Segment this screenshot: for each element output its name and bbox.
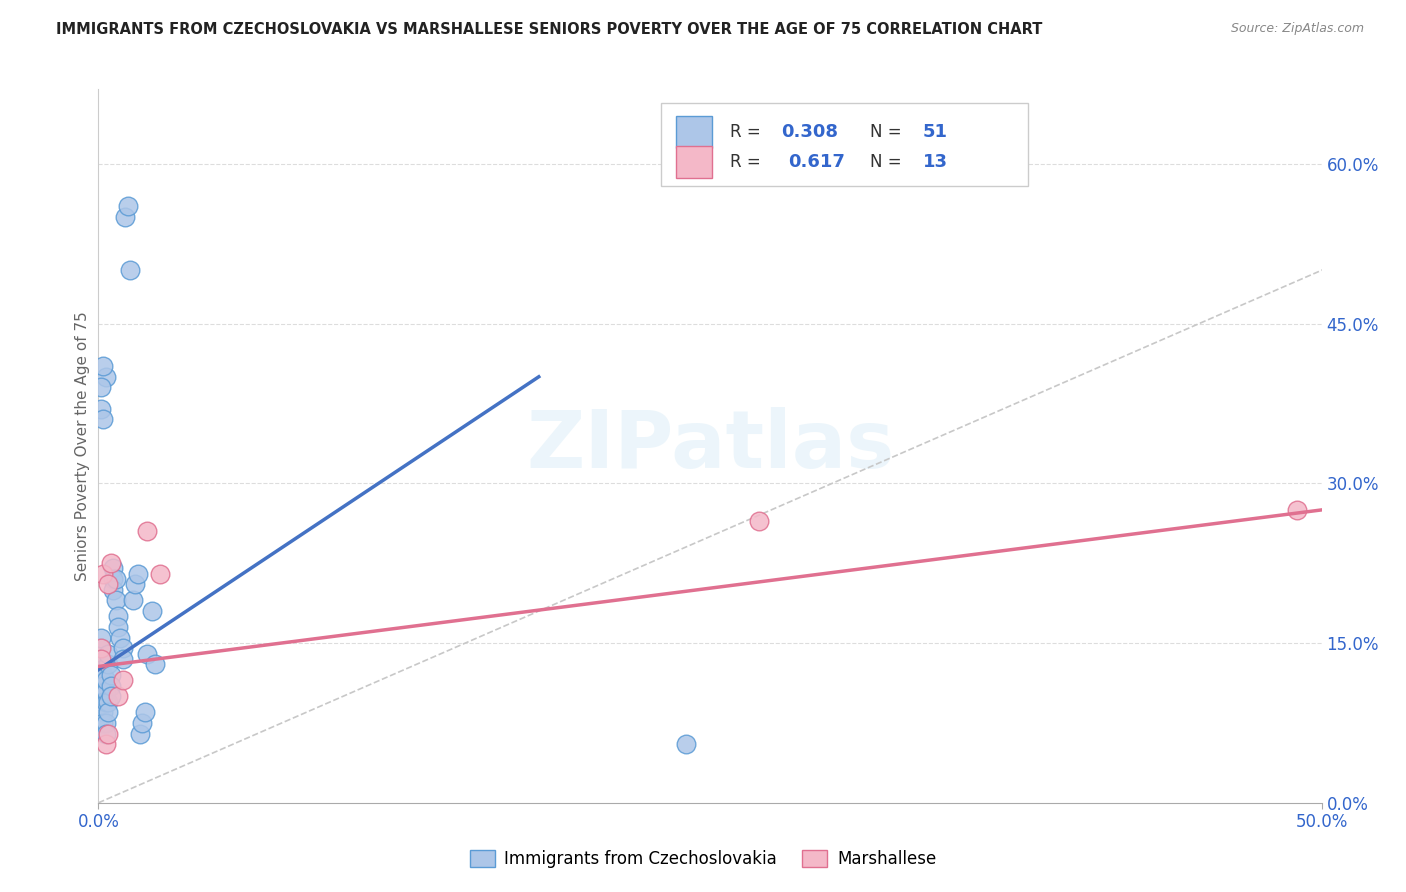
Text: 0.617: 0.617 bbox=[789, 153, 845, 171]
Point bbox=[131, 715, 153, 730]
Point bbox=[97, 726, 120, 740]
Point bbox=[1286, 503, 1309, 517]
Point bbox=[100, 690, 122, 704]
Point bbox=[120, 263, 142, 277]
Point bbox=[94, 369, 117, 384]
Point bbox=[91, 566, 114, 581]
Point bbox=[90, 652, 112, 666]
Text: 51: 51 bbox=[922, 123, 948, 141]
Point bbox=[94, 726, 117, 740]
Point bbox=[91, 715, 114, 730]
Point bbox=[114, 210, 136, 224]
Point bbox=[97, 577, 120, 591]
Point bbox=[97, 695, 120, 709]
Point bbox=[675, 737, 697, 751]
Y-axis label: Seniors Poverty Over the Age of 75: Seniors Poverty Over the Age of 75 bbox=[75, 311, 90, 581]
FancyBboxPatch shape bbox=[676, 146, 713, 178]
Text: ZIPatlas: ZIPatlas bbox=[526, 407, 894, 485]
Point bbox=[90, 380, 112, 394]
Point bbox=[136, 524, 159, 539]
Point bbox=[97, 706, 120, 720]
Point bbox=[94, 673, 117, 688]
Text: 0.308: 0.308 bbox=[780, 123, 838, 141]
FancyBboxPatch shape bbox=[676, 116, 713, 148]
Point bbox=[107, 620, 129, 634]
Point bbox=[90, 401, 112, 416]
Point bbox=[104, 593, 127, 607]
Point bbox=[90, 673, 112, 688]
Point bbox=[111, 673, 134, 688]
Point bbox=[110, 631, 132, 645]
Point bbox=[111, 652, 134, 666]
Point bbox=[94, 684, 117, 698]
Point bbox=[91, 679, 114, 693]
Text: IMMIGRANTS FROM CZECHOSLOVAKIA VS MARSHALLESE SENIORS POVERTY OVER THE AGE OF 75: IMMIGRANTS FROM CZECHOSLOVAKIA VS MARSHA… bbox=[56, 22, 1043, 37]
Point bbox=[100, 556, 122, 570]
Point bbox=[90, 641, 112, 656]
Point bbox=[94, 695, 117, 709]
Point bbox=[111, 641, 134, 656]
Text: R =: R = bbox=[730, 153, 770, 171]
Point bbox=[91, 412, 114, 426]
Point bbox=[127, 566, 149, 581]
Point bbox=[90, 684, 112, 698]
Text: 13: 13 bbox=[922, 153, 948, 171]
Point bbox=[90, 641, 112, 656]
Point bbox=[91, 706, 114, 720]
Text: N =: N = bbox=[870, 123, 907, 141]
Point bbox=[97, 647, 120, 661]
Point bbox=[91, 359, 114, 373]
Text: R =: R = bbox=[730, 123, 766, 141]
Point bbox=[117, 199, 139, 213]
Point bbox=[90, 652, 112, 666]
Point bbox=[121, 593, 143, 607]
Point bbox=[100, 668, 122, 682]
Point bbox=[107, 690, 129, 704]
Text: N =: N = bbox=[870, 153, 907, 171]
Point bbox=[101, 561, 124, 575]
Point bbox=[149, 566, 172, 581]
Text: Source: ZipAtlas.com: Source: ZipAtlas.com bbox=[1230, 22, 1364, 36]
Point bbox=[136, 647, 159, 661]
Point bbox=[94, 737, 117, 751]
Point bbox=[134, 706, 156, 720]
Point bbox=[90, 631, 112, 645]
Point bbox=[97, 657, 120, 672]
Point bbox=[104, 572, 127, 586]
Point bbox=[91, 695, 114, 709]
Point bbox=[107, 609, 129, 624]
Point bbox=[101, 572, 124, 586]
Point bbox=[141, 604, 163, 618]
Point bbox=[94, 715, 117, 730]
Point bbox=[101, 582, 124, 597]
Legend: Immigrants from Czechoslovakia, Marshallese: Immigrants from Czechoslovakia, Marshall… bbox=[463, 843, 943, 875]
Point bbox=[143, 657, 166, 672]
Point bbox=[124, 577, 146, 591]
Point bbox=[100, 679, 122, 693]
Point bbox=[91, 668, 114, 682]
Point bbox=[748, 514, 770, 528]
Point bbox=[90, 663, 112, 677]
FancyBboxPatch shape bbox=[661, 103, 1028, 186]
Point bbox=[129, 726, 152, 740]
